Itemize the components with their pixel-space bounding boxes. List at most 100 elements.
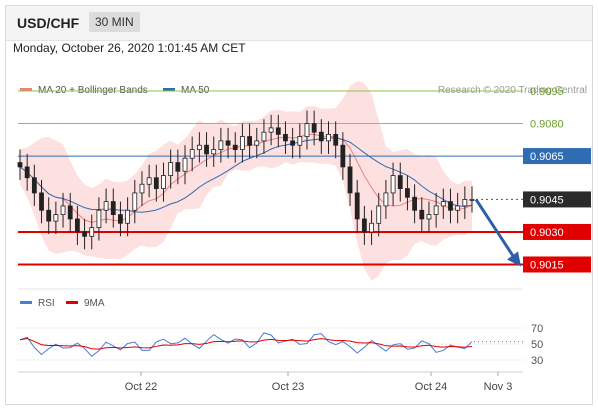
candle-body: [240, 136, 245, 150]
candle-body: [433, 205, 439, 216]
candle-body: [326, 133, 331, 142]
candle-body: [146, 177, 152, 185]
candle-body: [161, 175, 166, 189]
candle-body: [297, 136, 303, 146]
candle-body: [440, 201, 446, 207]
level-label-0.9095: 0.9095: [530, 86, 564, 98]
level-label-0.9015: 0.9015: [530, 259, 564, 271]
candle-body: [247, 136, 252, 146]
level-tag-0.9030: [523, 223, 591, 240]
candle-body: [196, 144, 202, 150]
candle-body: [304, 123, 310, 137]
candle-body: [211, 149, 217, 155]
level-label-0.9030: 0.9030: [530, 227, 564, 239]
rsi-9ma-line: [19, 337, 473, 350]
candle-body: [175, 162, 181, 172]
candle-body: [462, 199, 468, 207]
candle-body: [390, 175, 396, 194]
candle-body: [39, 192, 44, 211]
candle-body: [153, 177, 159, 189]
candle-body: [46, 209, 52, 222]
legend-label-ma50: MA 50: [181, 85, 210, 96]
currency-pair: USD/CHF: [17, 15, 80, 31]
candle-body: [110, 201, 116, 216]
candle-body: [24, 166, 30, 179]
candle-body: [60, 205, 66, 216]
candle-body: [268, 127, 274, 133]
candle-body: [419, 209, 425, 220]
bollinger-band-fill: [20, 81, 472, 281]
forecast-arrow-head: [507, 251, 521, 267]
candle-body: [232, 144, 238, 150]
x-tick-label: Oct 24: [415, 381, 447, 393]
candle-body: [225, 140, 231, 146]
legend-swatch-rsi: [20, 301, 32, 304]
level-label-0.9080: 0.9080: [530, 119, 564, 131]
candle-body: [275, 127, 281, 135]
candle-body: [405, 188, 410, 198]
level-tag-0.9065: [523, 148, 591, 165]
candle-body: [89, 227, 95, 237]
legend-swatch-ma50: [163, 88, 175, 91]
chart-datetime: Monday, October 26, 2020 1:01:45 AM CET: [13, 41, 246, 55]
candle-body: [290, 140, 296, 146]
candle-body: [182, 157, 188, 172]
legend-swatch-bollinger: [20, 88, 32, 91]
candle-body: [118, 214, 123, 224]
candle-body: [74, 218, 80, 233]
candle-body: [254, 140, 260, 146]
candle-body: [412, 196, 418, 211]
chart-header: USD/CHF 30 MIN: [6, 6, 592, 41]
candle-body: [261, 131, 267, 142]
candle-body: [67, 205, 73, 220]
timeframe-badge[interactable]: 30 MIN: [89, 12, 140, 32]
ma20-line: [19, 133, 473, 223]
rsi-tick-label: 30: [531, 355, 543, 367]
candle-body: [132, 192, 138, 211]
candle-body: [383, 192, 389, 207]
forecast-arrow-shaft: [474, 198, 518, 262]
rsi-tick-label: 70: [531, 323, 543, 335]
legend-label-bollinger: MA 20 + Bollinger Bands: [38, 85, 148, 96]
candle-body: [311, 123, 317, 133]
legend-label-rsi: RSI: [38, 298, 55, 309]
candle-body: [455, 205, 461, 211]
legend-label-9ma: 9MA: [84, 298, 105, 309]
candle-body: [397, 175, 403, 189]
candle-body: [218, 140, 224, 150]
candle-body: [125, 209, 131, 224]
candle-body: [53, 214, 59, 222]
ma50-line: [19, 137, 473, 213]
candle-body: [103, 201, 109, 211]
candle-body: [204, 144, 209, 155]
candle-body: [318, 131, 324, 142]
level-tag-0.9015: [523, 256, 591, 273]
candle-body: [469, 199, 475, 201]
rsi-line: [19, 332, 473, 357]
candle-body: [17, 162, 23, 168]
candle-body: [354, 192, 360, 220]
candle-body: [426, 214, 432, 220]
candle-body: [448, 201, 453, 211]
rsi-tick-label: 50: [531, 339, 543, 351]
last-price-label: 0.9045: [530, 194, 564, 206]
candle-body: [376, 205, 382, 224]
x-tick-label: Oct 23: [272, 381, 304, 393]
candle-body: [96, 209, 102, 229]
candle-body: [283, 133, 288, 142]
candle-body: [347, 166, 353, 194]
candle-body: [333, 133, 339, 146]
candle-body: [369, 222, 374, 233]
research-credit: Research © 2020 Trading Central: [438, 85, 587, 96]
candle-body: [82, 231, 87, 237]
candle-body: [31, 177, 37, 194]
level-label-0.9065: 0.9065: [530, 151, 564, 163]
legend-swatch-9ma: [66, 301, 78, 304]
candle-body: [189, 149, 195, 159]
x-tick-label: Nov 3: [484, 381, 513, 393]
candle-body: [340, 144, 346, 168]
candle-body: [361, 218, 367, 233]
candle-body: [139, 183, 145, 194]
x-tick-label: Oct 22: [125, 381, 157, 393]
